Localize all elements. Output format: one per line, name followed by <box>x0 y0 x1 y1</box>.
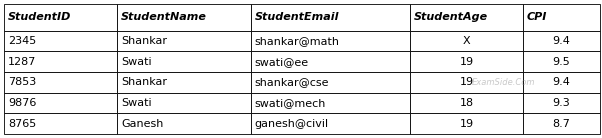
Text: 9.4: 9.4 <box>553 77 571 87</box>
Bar <box>250 51 410 72</box>
Bar <box>523 72 600 93</box>
Bar <box>523 93 600 113</box>
Text: 1287: 1287 <box>8 57 36 67</box>
Text: 9.4: 9.4 <box>553 36 571 46</box>
Bar <box>4 93 117 113</box>
Bar <box>117 93 250 113</box>
Text: 9.3: 9.3 <box>553 98 570 108</box>
Bar <box>410 72 523 93</box>
Text: 2345: 2345 <box>8 36 36 46</box>
Bar <box>4 72 117 93</box>
Text: X: X <box>462 36 470 46</box>
Text: 9876: 9876 <box>8 98 36 108</box>
Text: 19: 19 <box>459 119 474 129</box>
Text: shankar@cse: shankar@cse <box>255 77 329 87</box>
Text: Swati: Swati <box>121 57 152 67</box>
Bar <box>250 93 410 113</box>
Text: swati@mech: swati@mech <box>255 98 326 108</box>
Bar <box>117 4 250 31</box>
Text: StudentAge: StudentAge <box>414 12 488 22</box>
Text: ExamSide.Com: ExamSide.Com <box>472 78 536 87</box>
Text: StudentID: StudentID <box>8 12 72 22</box>
Bar <box>117 113 250 134</box>
Bar <box>250 4 410 31</box>
Bar <box>250 72 410 93</box>
Bar <box>250 31 410 51</box>
Bar <box>250 113 410 134</box>
Text: shankar@math: shankar@math <box>255 36 340 46</box>
Bar <box>117 72 250 93</box>
Text: 8.7: 8.7 <box>553 119 571 129</box>
Bar <box>523 4 600 31</box>
Text: 19: 19 <box>459 57 474 67</box>
Text: 8765: 8765 <box>8 119 36 129</box>
Text: ganesh@civil: ganesh@civil <box>255 119 329 129</box>
Bar <box>523 113 600 134</box>
Text: Ganesh: Ganesh <box>121 119 163 129</box>
Text: Shankar: Shankar <box>121 36 167 46</box>
Text: Swati: Swati <box>121 98 152 108</box>
Bar <box>117 31 250 51</box>
Text: swati@ee: swati@ee <box>255 57 309 67</box>
Bar <box>410 93 523 113</box>
Bar <box>4 4 117 31</box>
Text: StudentName: StudentName <box>121 12 207 22</box>
Text: 9.5: 9.5 <box>553 57 570 67</box>
Bar <box>117 51 250 72</box>
Text: StudentEmail: StudentEmail <box>255 12 339 22</box>
Text: 19: 19 <box>459 77 474 87</box>
Text: Shankar: Shankar <box>121 77 167 87</box>
Bar <box>523 51 600 72</box>
Bar <box>4 31 117 51</box>
Bar <box>410 51 523 72</box>
Bar <box>523 31 600 51</box>
Bar <box>410 113 523 134</box>
Text: 18: 18 <box>459 98 474 108</box>
Bar <box>4 113 117 134</box>
Text: CPI: CPI <box>527 12 547 22</box>
Text: 7853: 7853 <box>8 77 36 87</box>
Bar <box>410 4 523 31</box>
Bar <box>410 31 523 51</box>
Bar <box>4 51 117 72</box>
